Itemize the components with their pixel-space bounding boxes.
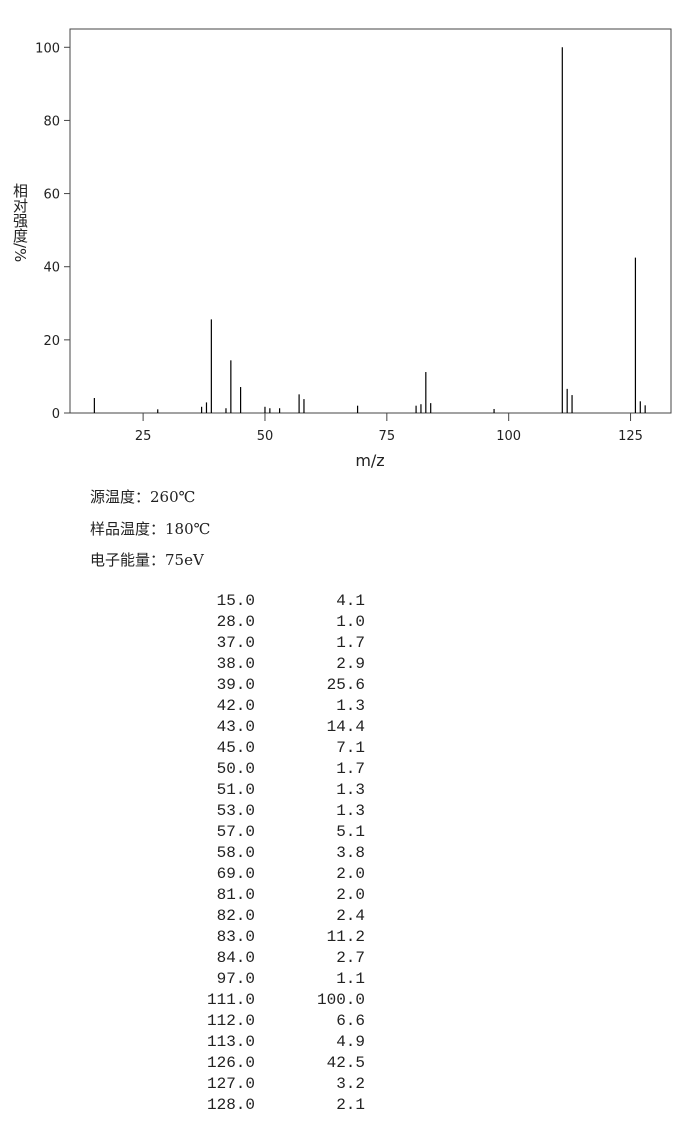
mz-cell: 128.0 (206, 1096, 255, 1114)
x-tick-label: 75 (379, 429, 396, 444)
intensity-cell: 6.6 (336, 1012, 365, 1030)
intensity-cell: 1.7 (336, 634, 365, 652)
intensity-cell: 11.2 (326, 928, 365, 946)
y-tick-label: 100 (35, 41, 60, 56)
intensity-cell: 1.0 (336, 613, 365, 631)
mz-cell: 84.0 (216, 949, 255, 967)
intensity-cell: 2.4 (336, 907, 365, 925)
mz-cell: 113.0 (206, 1033, 255, 1051)
mz-cell: 51.0 (216, 781, 255, 799)
mz-cell: 57.0 (216, 823, 255, 841)
y-axis-label: 相对强度/% (11, 183, 29, 263)
intensity-cell: 1.7 (336, 760, 365, 778)
y-tick-label: 80 (43, 114, 60, 129)
mz-cell: 28.0 (216, 613, 255, 631)
mz-cell: 38.0 (216, 655, 255, 673)
mz-cell: 112.0 (206, 1012, 255, 1030)
intensity-cell: 3.2 (336, 1075, 365, 1093)
y-tick-label: 60 (43, 188, 60, 203)
intensity-cell: 4.1 (336, 592, 365, 610)
intensity-cell: 1.3 (336, 802, 365, 820)
y-tick-label: 40 (43, 261, 60, 276)
mz-cell: 81.0 (216, 886, 255, 904)
condition: 源温度：260℃ (90, 488, 196, 506)
chart: m/z 0 20 40 60 80 100 25 50 75 100 125 (35, 28, 672, 470)
intensity-cell: 1.3 (336, 697, 365, 715)
intensity-cell: 2.0 (336, 886, 365, 904)
intensity-cell: 2.1 (336, 1096, 365, 1114)
intensity-cell: 1.1 (336, 970, 365, 988)
x-tick-label: 125 (618, 429, 643, 444)
mz-cell: 82.0 (216, 907, 255, 925)
intensity-cell: 25.6 (326, 676, 365, 694)
x-tick-label: 50 (257, 429, 274, 444)
intensity-cell: 42.5 (326, 1054, 365, 1072)
condition: 样品温度：180℃ (90, 519, 211, 538)
intensity-cell: 100.0 (316, 991, 365, 1009)
mz-cell: 53.0 (216, 802, 255, 820)
x-tick-label: 100 (496, 429, 521, 444)
mz-cell: 39.0 (216, 676, 255, 694)
mz-cell: 15.0 (216, 592, 255, 610)
intensity-cell: 3.8 (336, 844, 365, 862)
mz-cell: 111.0 (206, 991, 255, 1009)
intensity-cell: 5.1 (336, 823, 365, 841)
y-tick-label: 20 (43, 334, 60, 349)
intensity-cell: 1.3 (336, 781, 365, 799)
y-tick-label: 0 (52, 407, 60, 422)
x-tick-label: 25 (135, 429, 152, 444)
mz-cell: 37.0 (216, 634, 255, 652)
x-axis-label: m/z (355, 451, 384, 470)
intensity-cell: 2.7 (336, 949, 365, 967)
mz-cell: 127.0 (206, 1075, 255, 1093)
intensity-cell: 2.9 (336, 655, 365, 673)
mz-cell: 126.0 (206, 1054, 255, 1072)
mz-cell: 97.0 (216, 970, 255, 988)
mz-cell: 83.0 (216, 928, 255, 946)
intensity-cell: 14.4 (326, 718, 365, 736)
intensity-cell: 7.1 (336, 739, 365, 757)
plot-frame (69, 28, 672, 414)
intensity-cell: 4.9 (336, 1033, 365, 1051)
condition: 电子能量：75eV (90, 551, 204, 569)
intensity-cell: 2.0 (336, 865, 365, 883)
mz-cell: 69.0 (216, 865, 255, 883)
mz-cell: 43.0 (216, 718, 255, 736)
mz-cell: 58.0 (216, 844, 255, 862)
mz-cell: 45.0 (216, 739, 255, 757)
mz-cell: 42.0 (216, 697, 255, 715)
mz-cell: 50.0 (216, 760, 255, 778)
